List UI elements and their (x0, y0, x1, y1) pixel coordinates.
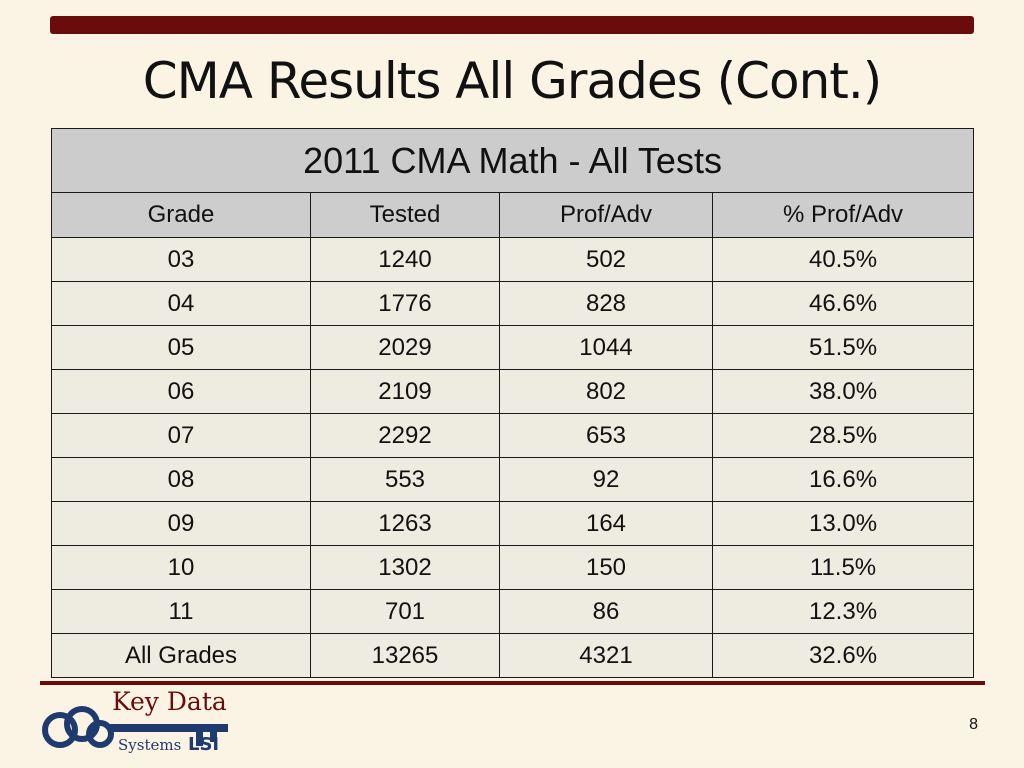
table-row: 11 701 86 12.3% (51, 589, 975, 634)
table-cell: All Grades (51, 633, 311, 678)
table-cell: 2292 (310, 413, 500, 458)
table-header-row: Grade Tested Prof/Adv% Prof/Adv (51, 192, 975, 238)
table-cell: 10 (51, 545, 311, 590)
table-cell: 40.5% (711, 237, 975, 282)
table-cell: 08 (51, 457, 311, 502)
table-cell: 553 (310, 457, 500, 502)
table-cell: 653 (499, 413, 713, 458)
table-cell: 2029 (310, 325, 500, 370)
table-cell: 32.6% (711, 633, 975, 678)
table-cell: 09 (51, 501, 311, 546)
key-logo-icon: Key Data Systems LSI (42, 687, 228, 755)
table-cell: 828 (499, 281, 713, 326)
table-cell: 46.6% (711, 281, 975, 326)
table-row: 10 1302 150 11.5% (51, 545, 975, 590)
table-cell: 86 (499, 589, 713, 634)
table-cell: 07 (51, 413, 311, 458)
table-caption: 2011 CMA Math - All Tests (50, 128, 975, 193)
table-cell: 03 (51, 237, 311, 282)
table-cell: 38.0% (711, 369, 975, 414)
table-cell: 701 (310, 589, 500, 634)
table-cell: 1240 (310, 237, 500, 282)
table-cell: 11.5% (711, 545, 975, 590)
table-cell: 150 (499, 545, 713, 590)
table-cell: 05 (51, 325, 311, 370)
table-cell: 13265 (310, 633, 500, 678)
column-header: % Prof/Adv (711, 192, 975, 238)
table-row: 04 1776 828 46.6% (51, 281, 975, 326)
table-cell: 1263 (310, 501, 500, 546)
table-row: 07 2292 653 28.5% (51, 413, 975, 458)
column-header: Tested (310, 192, 500, 238)
table-cell: 4321 (499, 633, 713, 678)
table-cell: 1302 (310, 545, 500, 590)
table-cell: 802 (499, 369, 713, 414)
table-cell: 11 (51, 589, 311, 634)
logo-text-keydata: Key Data (112, 687, 227, 716)
table-cell: 16.6% (711, 457, 975, 502)
page-number: 8 (969, 716, 978, 733)
svg-text:LSI: LSI (188, 734, 219, 755)
table-cell: 13.0% (711, 501, 975, 546)
table-cell: 1044 (499, 325, 713, 370)
table-cell: 164 (499, 501, 713, 546)
table-row: All Grades 13265 4321 32.6% (51, 633, 975, 678)
table-cell: 28.5% (711, 413, 975, 458)
table-cell: 2109 (310, 369, 500, 414)
table-row: 03 1240 502 40.5% (51, 237, 975, 282)
table-row: 05 2029 1044 51.5% (51, 325, 975, 370)
table-row: 08 553 92 16.6% (51, 457, 975, 502)
column-header: Prof/Adv (499, 192, 713, 238)
logo-text-systems: Systems (118, 736, 181, 754)
table-cell: 51.5% (711, 325, 975, 370)
table-cell: 12.3% (711, 589, 975, 634)
column-header: Grade (51, 192, 311, 238)
results-table: 2011 CMA Math - All Tests Grade Tested Pro… (50, 128, 975, 678)
table-row: 06 2109 802 38.0% (51, 369, 975, 414)
table-cell: 04 (51, 281, 311, 326)
table-cell: 06 (51, 369, 311, 414)
table-cell: 92 (499, 457, 713, 502)
table-cell: 502 (499, 237, 713, 282)
bottom-accent-line (40, 681, 985, 685)
table-body: 03 1240 502 40.5% 04 1776 828 46.6% 05 2029 1044 51… (51, 237, 975, 678)
table-cell: 1776 (310, 281, 500, 326)
top-accent-bar (50, 16, 974, 34)
slide-title: CMA Results All Grades (Cont.) (142, 52, 883, 110)
table-row: 09 1263 164 13.0% (51, 501, 975, 546)
